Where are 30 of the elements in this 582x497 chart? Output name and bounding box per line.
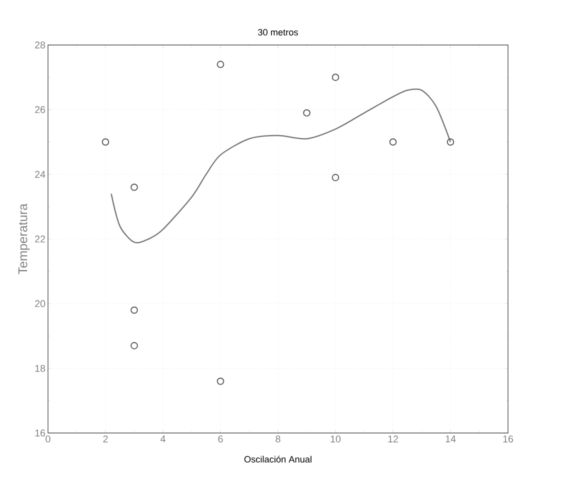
y-tick-label: 24 <box>35 170 46 178</box>
y-tick-label: 22 <box>35 236 46 242</box>
point <box>389 138 397 146</box>
x-tick-label: 16 <box>503 435 514 442</box>
point <box>216 378 224 385</box>
point <box>303 109 310 117</box>
x-tick-label: 4 <box>160 435 166 442</box>
y-tick-label: 20 <box>35 300 46 308</box>
x-tick-label: 14 <box>446 435 456 442</box>
x-tick-label: 12 <box>388 435 398 442</box>
point <box>130 306 138 314</box>
x-tick-label: 2 <box>103 435 108 442</box>
chart-title: 30 metros <box>258 29 298 36</box>
point <box>446 138 454 146</box>
point <box>130 342 138 350</box>
y-tick-label: 28 <box>35 42 46 48</box>
x-axis-title: Oscilación Anual <box>244 456 312 463</box>
x-tick-label: 10 <box>330 435 341 442</box>
point <box>332 174 340 182</box>
point <box>332 74 340 81</box>
y-tick-label: 16 <box>35 430 46 436</box>
x-tick-label: 6 <box>218 435 223 442</box>
point <box>216 60 224 68</box>
y-tick-label: 26 <box>35 106 46 114</box>
point <box>102 138 110 146</box>
point <box>130 184 138 191</box>
x-tick-label: 0 <box>46 435 50 442</box>
y-tick-label: 18 <box>35 364 46 372</box>
y-axis-title: Temperatura <box>18 203 30 274</box>
x-tick-label: 8 <box>276 435 280 442</box>
